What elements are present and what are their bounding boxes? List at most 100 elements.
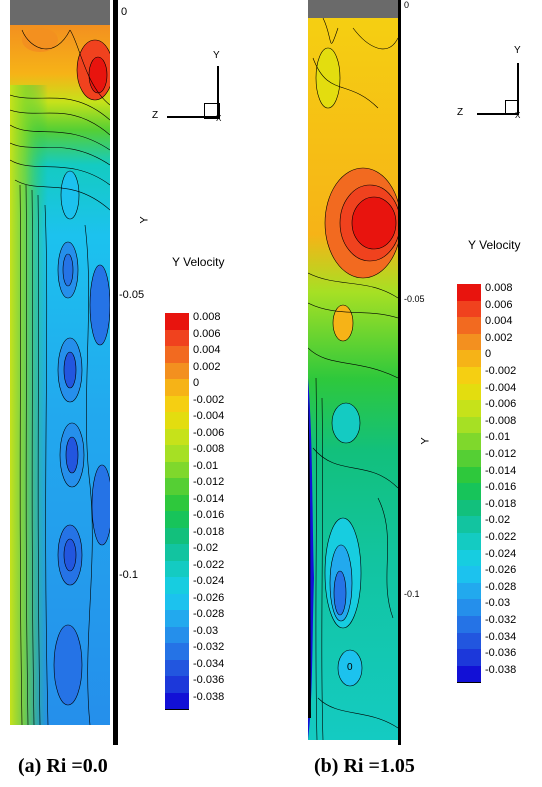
legend-swatch <box>457 549 481 568</box>
legend-level-label: -0.004 <box>485 381 517 394</box>
legend-title-b: Y Velocity <box>468 238 521 252</box>
legend-level-label: -0.008 <box>485 414 517 427</box>
axis-tick-a-2: -0.1 <box>119 569 138 581</box>
legend-a: Y Velocity 0.008 0.006 0.004 0.002 0 -0.002 -0… <box>165 255 265 725</box>
triad-y-label-b: Y <box>514 45 521 56</box>
legend-swatch <box>457 416 481 435</box>
legend-swatch <box>165 313 189 331</box>
legend-swatch <box>457 649 481 667</box>
triad-z-label-b: Z <box>457 107 464 118</box>
legend-swatch <box>457 599 481 617</box>
triad-x-label-b: X <box>515 111 521 120</box>
legend-swatch <box>165 329 189 347</box>
legend-level-label: -0.002 <box>193 393 225 406</box>
legend-level-label: -0.03 <box>193 624 219 637</box>
legend-level-label: -0.016 <box>193 509 225 521</box>
legend-level-label: -0.034 <box>485 630 517 643</box>
axis-tick-b-2: -0.1 <box>404 589 420 599</box>
legend-swatch <box>457 499 481 518</box>
legend-b: Y Velocity 0.008 0.006 0.004 0.002 0 -0.002 -0… <box>457 238 542 708</box>
contour-label-b: 0 <box>347 662 353 673</box>
legend-swatch <box>457 450 481 468</box>
axis-triad-a: Y Z X <box>150 50 240 130</box>
legend-a-rows: 0.008 0.006 0.004 0.002 0 -0.002 -0.004 -0.006 -… <box>165 311 265 713</box>
legend-level-label: -0.034 <box>193 657 225 670</box>
legend-swatch <box>165 626 189 644</box>
legend-swatch <box>165 511 189 529</box>
legend-level-label: -0.006 <box>193 426 225 439</box>
legend-title-a: Y Velocity <box>172 255 225 269</box>
legend-swatch <box>457 333 481 352</box>
legend-level-label: -0.006 <box>485 398 517 411</box>
legend-swatch <box>165 395 189 413</box>
legend-swatch <box>457 665 481 684</box>
legend-swatch <box>165 692 189 710</box>
legend-swatch <box>457 300 481 319</box>
legend-swatch <box>165 610 189 628</box>
legend-swatch <box>165 428 189 446</box>
legend-level-label: -0.01 <box>193 459 219 472</box>
legend-level-label: 0 <box>485 348 492 361</box>
legend-swatch <box>165 478 189 496</box>
contour-field-a <box>10 25 110 725</box>
triad-x-label-a: X <box>216 114 222 123</box>
legend-swatch <box>165 544 189 562</box>
legend-swatch <box>165 379 189 397</box>
legend-level-label: -0.032 <box>193 641 225 653</box>
legend-swatch <box>457 466 481 485</box>
legend-level-label: -0.02 <box>193 542 219 554</box>
legend-level-label: 0.002 <box>193 360 221 373</box>
legend-swatch <box>457 383 481 402</box>
legend-swatch <box>457 533 481 551</box>
legend-swatch <box>165 362 189 380</box>
legend-level-label: -0.014 <box>193 492 225 505</box>
legend-level-label: -0.03 <box>485 597 511 610</box>
legend-level-label: -0.022 <box>193 558 225 571</box>
legend-swatch <box>457 284 481 302</box>
legend-level-label: -0.016 <box>485 481 517 494</box>
legend-swatch <box>165 461 189 479</box>
topbar-b <box>308 0 398 18</box>
legend-level-label: -0.038 <box>485 663 517 676</box>
legend-level-label: -0.026 <box>485 564 517 577</box>
legend-swatch <box>165 560 189 578</box>
legend-swatch <box>165 659 189 677</box>
legend-swatch <box>457 516 481 534</box>
legend-swatch <box>165 494 189 512</box>
legend-swatch <box>457 582 481 601</box>
triad-z-label-a: Z <box>152 110 159 121</box>
legend-level-label: -0.012 <box>485 448 517 460</box>
contour-field-b <box>308 18 398 740</box>
legend-level-label: -0.024 <box>193 575 225 587</box>
legend-level-label: -0.008 <box>193 443 225 455</box>
legend-swatch <box>165 527 189 545</box>
legend-swatch <box>457 632 481 651</box>
legend-level-label: 0.002 <box>485 331 513 344</box>
legend-swatch <box>457 566 481 584</box>
legend-level-label: -0.004 <box>193 410 225 422</box>
legend-swatch <box>165 346 189 364</box>
legend-swatch <box>165 445 189 463</box>
legend-level-label: -0.018 <box>193 525 225 538</box>
axis-label-a: Y <box>138 216 151 224</box>
axis-line-a <box>113 0 118 745</box>
legend-swatch <box>457 483 481 501</box>
legend-level-label: 0 <box>193 377 200 389</box>
legend-swatch <box>457 367 481 385</box>
legend-level-label: -0.036 <box>193 674 225 686</box>
legend-level-label: -0.014 <box>485 464 517 477</box>
legend-swatch <box>457 317 481 335</box>
panel-a: 0 -0.05 -0.1 Y Y Z X Y Velocity 0.008 0.0… <box>0 0 270 787</box>
legend-level-label: -0.026 <box>193 591 225 604</box>
caption-a: (a) Ri =0.0 <box>18 755 108 777</box>
axis-triad-b: Y Z X <box>455 45 540 125</box>
axis-tick-a-1: -0.05 <box>119 289 145 301</box>
axis-tick-a-0: 0 <box>121 6 128 18</box>
triad-y-label-a: Y <box>213 50 220 61</box>
legend-level-label: -0.038 <box>193 690 225 703</box>
legend-level-label: -0.012 <box>193 476 225 488</box>
legend-level-label: -0.01 <box>485 431 511 444</box>
caption-b: (b) Ri =1.05 <box>314 755 415 777</box>
legend-level-label: -0.028 <box>485 580 517 593</box>
legend-level-label: -0.028 <box>193 608 225 620</box>
